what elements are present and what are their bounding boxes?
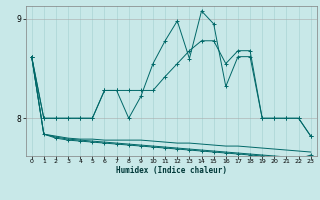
X-axis label: Humidex (Indice chaleur): Humidex (Indice chaleur) [116, 166, 227, 175]
